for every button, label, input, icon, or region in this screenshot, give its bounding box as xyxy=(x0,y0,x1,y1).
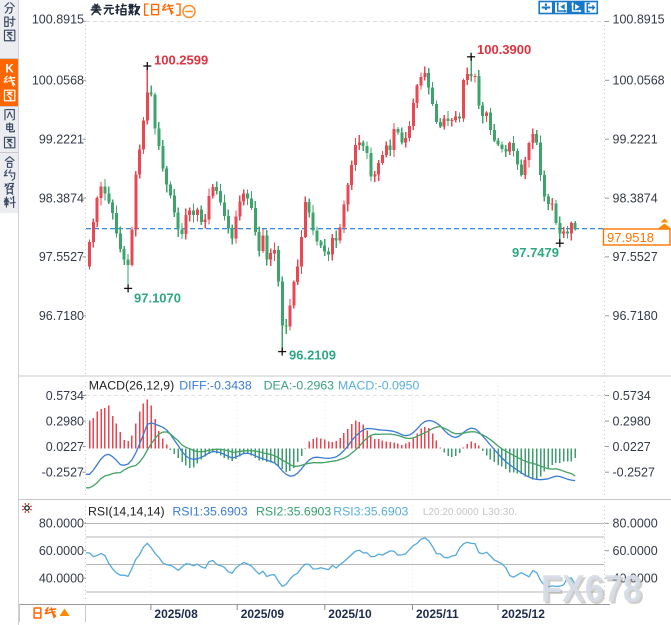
svg-text:0.5734: 0.5734 xyxy=(613,389,651,403)
svg-text:0.0227: 0.0227 xyxy=(613,440,651,454)
svg-text:97.1070: 97.1070 xyxy=(134,290,181,305)
svg-text:DIFF:-0.3438: DIFF:-0.3438 xyxy=(179,379,252,393)
svg-text:-0.2527: -0.2527 xyxy=(42,466,84,480)
svg-text:2025/10: 2025/10 xyxy=(328,607,372,621)
svg-text:97.5527: 97.5527 xyxy=(39,250,84,264)
svg-text:98.3874: 98.3874 xyxy=(613,191,658,205)
svg-text:100.0568: 100.0568 xyxy=(32,74,84,88)
svg-text:MACD(26,12,9): MACD(26,12,9) xyxy=(89,379,174,393)
svg-text:RSI(14,14,14): RSI(14,14,14) xyxy=(88,505,165,519)
svg-text:MACD:-0.0950: MACD:-0.0950 xyxy=(338,379,419,393)
svg-text:FX678: FX678 xyxy=(541,569,642,611)
svg-text:K: K xyxy=(5,64,14,76)
svg-text:0.2980: 0.2980 xyxy=(613,414,651,428)
svg-text:0.0227: 0.0227 xyxy=(46,440,84,454)
svg-text:L20:20.0000: L20:20.0000 xyxy=(423,507,479,518)
svg-text:99.2221: 99.2221 xyxy=(39,133,84,147)
svg-text:96.7180: 96.7180 xyxy=(39,309,84,323)
svg-text:100.0568: 100.0568 xyxy=(613,74,665,88)
svg-text:2025/12: 2025/12 xyxy=(502,607,546,621)
svg-text:RSI1:35.6903: RSI1:35.6903 xyxy=(172,505,247,519)
svg-text:96.2109: 96.2109 xyxy=(289,348,336,363)
svg-text:100.3900: 100.3900 xyxy=(477,42,531,57)
svg-text:97.7479: 97.7479 xyxy=(512,245,559,260)
svg-text:100.2599: 100.2599 xyxy=(154,53,208,68)
svg-text:0.5734: 0.5734 xyxy=(46,389,84,403)
svg-text:2025/09: 2025/09 xyxy=(241,607,285,621)
svg-text:DEA:-0.2963: DEA:-0.2963 xyxy=(264,379,335,393)
svg-text:40.0000: 40.0000 xyxy=(613,571,658,585)
svg-text:RSI3:35.6903: RSI3:35.6903 xyxy=(333,505,408,519)
svg-text:60.0000: 60.0000 xyxy=(613,544,658,558)
svg-text:96.7180: 96.7180 xyxy=(613,309,658,323)
svg-text:97.5527: 97.5527 xyxy=(613,250,658,264)
svg-text:-0.2527: -0.2527 xyxy=(613,466,655,480)
svg-text:L30:30.: L30:30. xyxy=(482,506,517,518)
svg-text:99.2221: 99.2221 xyxy=(613,133,658,147)
svg-text:80.0000: 80.0000 xyxy=(39,517,84,531)
svg-text:97.9518: 97.9518 xyxy=(607,230,654,245)
svg-text:RSI2:35.6903: RSI2:35.6903 xyxy=(256,505,331,519)
svg-text:80.0000: 80.0000 xyxy=(613,517,658,531)
svg-text:FX678: FX678 xyxy=(543,571,644,613)
svg-text:100.8915: 100.8915 xyxy=(613,13,665,27)
svg-text:2025/08: 2025/08 xyxy=(154,607,198,621)
svg-text:40.0000: 40.0000 xyxy=(39,571,84,585)
svg-text:100.8915: 100.8915 xyxy=(32,13,84,27)
svg-text:98.3874: 98.3874 xyxy=(39,191,84,205)
svg-text:0.2980: 0.2980 xyxy=(46,414,84,428)
svg-text:2025/11: 2025/11 xyxy=(416,607,459,621)
svg-text:60.0000: 60.0000 xyxy=(39,544,84,558)
